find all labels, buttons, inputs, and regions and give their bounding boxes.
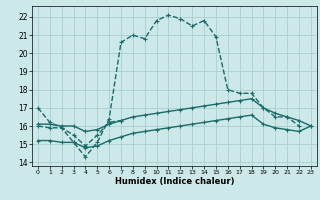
X-axis label: Humidex (Indice chaleur): Humidex (Indice chaleur) — [115, 177, 234, 186]
